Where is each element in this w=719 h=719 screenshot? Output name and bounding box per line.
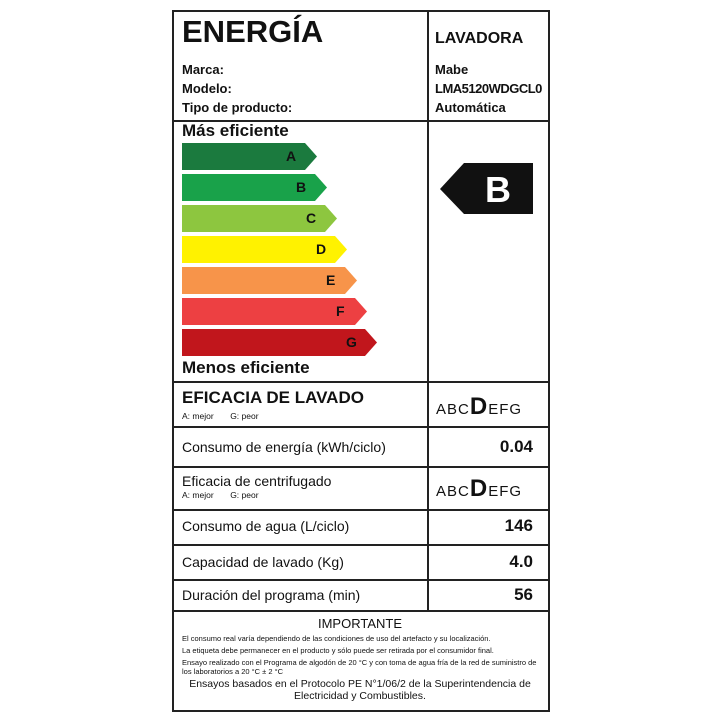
type-value: Automática: [435, 100, 506, 115]
class-letter: C: [306, 210, 317, 226]
scale-pre: ABC: [436, 401, 470, 418]
sub-worst: G: peor: [230, 411, 259, 421]
important-footer: Ensayos basados en el Protocolo PE N°1/0…: [189, 678, 531, 702]
brand-label: Marca:: [182, 62, 224, 77]
wash-rating: D: [469, 393, 489, 420]
duration-value: 56: [514, 585, 533, 604]
product-type-heading: LAVADORA: [435, 30, 524, 47]
water-value: 146: [504, 516, 533, 535]
energy-value: 0.04: [499, 437, 533, 456]
divider: [427, 10, 429, 610]
scale-post: EFG: [488, 483, 523, 500]
rating-arrow: B: [440, 163, 533, 214]
wash-scale: ABCDEFG: [436, 393, 522, 421]
important-title: IMPORTANTE: [317, 616, 403, 631]
spin-label: Eficacia de centrifugado: [182, 473, 332, 489]
energy-class-bar-g: G: [182, 329, 377, 356]
spin-rating: D: [469, 475, 489, 502]
wash-label: EFICACIA DE LAVADO: [182, 388, 364, 407]
energy-class-bar-d: D: [182, 236, 347, 263]
info-labels: Marca: Modelo: Tipo de producto:: [182, 60, 292, 117]
important-line: El consumo real varía dependiendo de las…: [182, 634, 491, 643]
type-label: Tipo de producto:: [182, 100, 293, 115]
sub-worst: G: peor: [230, 490, 259, 500]
scale-top-label: Más eficiente: [182, 121, 289, 140]
divider: [172, 579, 548, 581]
sub-best: A: mejor: [182, 411, 214, 421]
class-letter: E: [326, 272, 336, 288]
model-label: Modelo:: [182, 81, 232, 96]
wash-sub: A: mejor G: peor: [182, 411, 259, 421]
duration-label: Duración del programa (min): [182, 587, 361, 603]
rating-letter: B: [485, 169, 511, 210]
energy-class-bar-c: C: [182, 205, 337, 232]
class-letter: D: [316, 241, 327, 257]
spin-sub: A: mejor G: peor: [182, 490, 259, 500]
class-letter: G: [346, 334, 357, 350]
info-values: Mabe LMA5120WDGCL0 Automática: [435, 60, 542, 117]
sub-best: A: mejor: [182, 490, 214, 500]
spin-scale: ABCDEFG: [436, 475, 522, 503]
energy-class-bar-f: F: [182, 298, 367, 325]
capacity-label: Capacidad de lavado (Kg): [182, 554, 344, 570]
brand-value: Mabe: [435, 62, 469, 77]
energy-label: [172, 10, 550, 712]
class-letter: B: [296, 179, 307, 195]
divider: [172, 544, 548, 546]
divider: [172, 426, 548, 428]
label-title: ENERGÍA: [182, 14, 324, 49]
scale-pre: ABC: [436, 483, 470, 500]
divider: [172, 509, 548, 511]
divider: [172, 120, 548, 122]
energy-class-bar-b: B: [182, 174, 327, 201]
scale-post: EFG: [488, 401, 523, 418]
water-label: Consumo de agua (L/ciclo): [182, 518, 350, 534]
divider: [172, 466, 548, 468]
class-letter: F: [336, 303, 345, 319]
scale-bottom-label: Menos eficiente: [182, 358, 310, 377]
energy-label-text: Consumo de energía (kWh/ciclo): [182, 439, 386, 455]
class-letter: A: [286, 148, 297, 164]
energy-class-bar-e: E: [182, 267, 357, 294]
divider: [172, 610, 548, 612]
divider: [172, 381, 548, 383]
capacity-value: 4.0: [509, 552, 533, 571]
important-line: Ensayo realizado con el Programa de algo…: [182, 658, 537, 676]
energy-class-bar-a: A: [182, 143, 317, 170]
model-value: LMA5120WDGCL0: [435, 81, 542, 96]
important-line: La etiqueta debe permanecer en el produc…: [182, 646, 494, 655]
